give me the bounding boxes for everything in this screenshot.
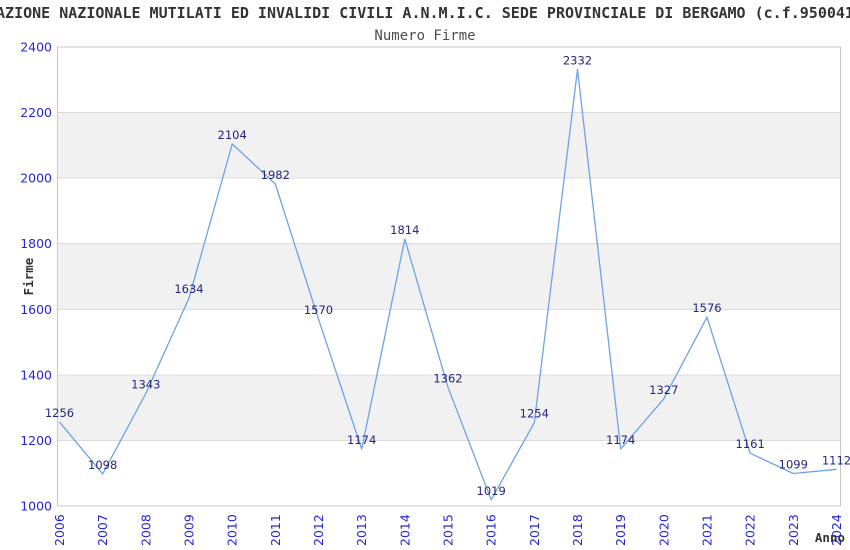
y-tick-label: 2000: [20, 171, 52, 186]
y-tick-label: 2400: [20, 40, 52, 55]
x-tick-label: 2012: [311, 514, 326, 546]
data-point-label: 1098: [88, 458, 117, 472]
plot-background-bands: [57, 112, 841, 441]
background-band: [57, 243, 841, 310]
x-tick-label: 2013: [354, 514, 369, 546]
x-tick-label: 2014: [397, 514, 412, 546]
y-axis-title: Firme: [21, 257, 36, 295]
chart-subtitle: Numero Firme: [374, 28, 475, 44]
data-point-label: 1112: [822, 453, 850, 467]
data-point-label: 1570: [304, 303, 333, 317]
background-band: [57, 112, 841, 179]
y-tick-label: 1600: [20, 302, 52, 317]
x-tick-label: 2020: [656, 514, 671, 546]
x-tick-label: 2009: [182, 514, 197, 546]
y-tick-label: 1800: [20, 236, 52, 251]
data-point-label: 1174: [347, 433, 376, 447]
data-point-label: 2104: [218, 128, 247, 142]
x-tick-label: 2006: [52, 514, 67, 546]
data-point-label: 1099: [779, 458, 808, 472]
x-tick-label: 2023: [786, 514, 801, 546]
x-tick-label: 2007: [95, 514, 110, 546]
data-point-label: 1019: [477, 484, 506, 498]
data-point-labels: 1256 1098 1343 1634 2104 1982 1570 1174 1814 1362…: [45, 53, 850, 498]
x-tick-label: 2024: [829, 514, 844, 546]
data-point-label: 2332: [563, 53, 592, 67]
x-tick-label: 2018: [570, 514, 585, 546]
x-tick-label: 2021: [700, 514, 715, 546]
x-axis-tick-labels: 2006 2007 2008 2009 2010 2011 2012 2013 2014 2015…: [52, 514, 844, 546]
data-point-label: 1982: [261, 168, 290, 182]
x-tick-label: 2017: [527, 514, 542, 546]
y-tick-label: 1200: [20, 433, 52, 448]
x-axis-title: Anno: [815, 530, 845, 545]
data-point-label: 1174: [606, 433, 635, 447]
data-point-label: 1634: [174, 282, 203, 296]
data-point-label: 1327: [649, 383, 678, 397]
plot-border: [57, 46, 841, 507]
x-tick-label: 2011: [268, 514, 283, 546]
x-tick-label: 2008: [138, 514, 153, 546]
y-axis-tick-labels: 1000 1200 1400 1600 1800 2000 2200 2400: [20, 40, 52, 514]
y-tick-label: 2200: [20, 105, 52, 120]
x-tick-label: 2016: [484, 514, 499, 546]
data-point-label: 1362: [433, 371, 462, 385]
data-point-label: 1576: [692, 301, 721, 315]
x-tick-label: 2022: [743, 514, 758, 546]
data-line: [59, 68, 837, 501]
data-point-label: 1343: [131, 378, 160, 392]
x-tick-label: 2019: [613, 514, 628, 546]
y-tick-label: 1000: [20, 499, 52, 514]
x-tick-label: 2015: [441, 514, 456, 546]
horizontal-gridlines: [57, 112, 841, 441]
data-point-label: 1814: [390, 223, 419, 237]
background-band: [57, 374, 841, 441]
y-tick-label: 1400: [20, 367, 52, 382]
x-tick-label: 2010: [225, 514, 240, 546]
data-point-label: 1256: [45, 406, 74, 420]
data-point-label: 1161: [736, 437, 765, 451]
data-point-label: 1254: [520, 407, 549, 421]
chart-title: AZIONE NAZIONALE MUTILATI ED INVALIDI CI…: [0, 4, 850, 22]
